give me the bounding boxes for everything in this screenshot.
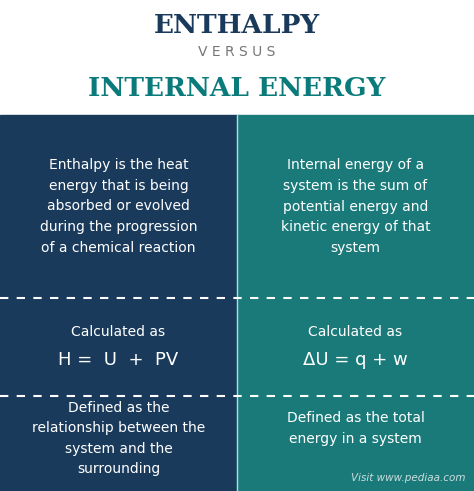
- Text: H =  U  +  PV: H = U + PV: [58, 351, 179, 369]
- Bar: [0, 115, 237, 491]
- Text: ENTHALPY: ENTHALPY: [154, 12, 320, 37]
- Text: INTERNAL ENERGY: INTERNAL ENERGY: [88, 76, 386, 101]
- Bar: [237, 115, 474, 491]
- Text: V E R S U S: V E R S U S: [198, 45, 276, 59]
- Text: Calculated as: Calculated as: [72, 325, 165, 339]
- Text: Internal energy of a
system is the sum of
potential energy and
kinetic energy of: Internal energy of a system is the sum o…: [281, 158, 430, 255]
- Text: Visit www.pediaa.com: Visit www.pediaa.com: [352, 473, 466, 483]
- Text: Enthalpy is the heat
energy that is being
absorbed or evolved
during the progres: Enthalpy is the heat energy that is bein…: [40, 158, 197, 255]
- Text: Defined as the total
energy in a system: Defined as the total energy in a system: [287, 411, 424, 446]
- Text: Defined as the
relationship between the
system and the
surrounding: Defined as the relationship between the …: [32, 401, 205, 476]
- Bar: [0, 0, 474, 115]
- Text: ΔU = q + w: ΔU = q + w: [303, 351, 408, 369]
- Text: Calculated as: Calculated as: [309, 325, 402, 339]
